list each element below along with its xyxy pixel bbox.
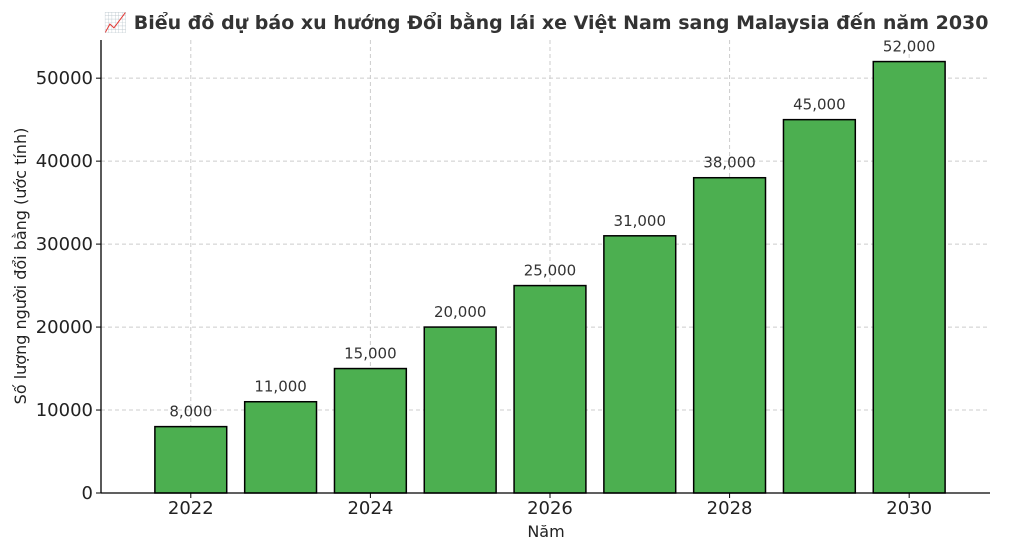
y-tick-label: 20000 [36, 317, 93, 338]
y-tick-label: 40000 [36, 151, 93, 172]
bar-2026 [513, 284, 587, 494]
data-label-2024: 15,000 [344, 345, 397, 363]
x-axis-title: Năm [527, 522, 564, 541]
data-label-2027: 31,000 [614, 212, 667, 230]
x-tick-label: 2024 [347, 498, 393, 519]
y-axis-title: Số lượng người đổi bằng (ước tính) [11, 128, 30, 405]
data-label-2025: 20,000 [434, 303, 487, 321]
bar-2029 [782, 118, 857, 494]
x-tick-label: 2022 [168, 498, 214, 519]
y-tick-label: 0 [82, 483, 93, 504]
bar-2028 [692, 176, 767, 494]
x-tick-label: 2028 [707, 498, 753, 519]
axes: 0 10000 20000 30000 40000 50000 2022 2024 2026 20… [36, 40, 990, 519]
bar-2023 [243, 400, 318, 494]
data-label-2028: 38,000 [703, 154, 756, 172]
data-labels: 8,000 11,000 15,000 20,000 25,000 31,000 38,00… [169, 38, 935, 421]
data-label-2026: 25,000 [524, 262, 577, 280]
x-tick-label: 2030 [886, 498, 932, 519]
bar-2030 [872, 60, 946, 494]
data-label-2030: 52,000 [883, 38, 936, 56]
x-tick-label: 2026 [527, 498, 573, 519]
y-tick-label: 50000 [36, 68, 93, 89]
bar-2025 [423, 326, 497, 494]
y-tick-label: 10000 [36, 400, 93, 421]
bar-2024 [333, 367, 408, 494]
data-label-2022: 8,000 [169, 403, 212, 421]
y-tick-label: 30000 [36, 234, 93, 255]
data-label-2023: 11,000 [254, 378, 307, 396]
bar-2022 [154, 425, 228, 494]
bar-2027 [603, 235, 677, 494]
data-label-2029: 45,000 [793, 96, 846, 114]
chart-title: 📈 Biểu đồ dự báo xu hướng Đổi bằng lái x… [104, 11, 989, 34]
